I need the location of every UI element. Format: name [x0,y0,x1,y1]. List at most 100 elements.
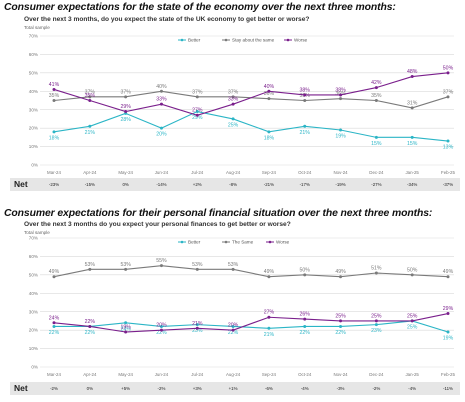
data-label-same: 37% [228,89,239,95]
data-label-better: 21% [85,130,96,136]
data-label-worse: 25% [335,313,346,319]
y-tick-label: 50% [29,272,38,277]
net-value: -4% [300,386,309,391]
data-point-same [88,267,92,271]
data-point-worse [231,102,235,106]
data-point-same [88,95,92,99]
x-tick-label: Jun-24 [155,170,169,175]
data-point-worse [88,99,92,102]
data-label-same: 51% [371,266,382,272]
data-point-same [267,97,271,101]
net-value: -34% [407,182,418,187]
data-point-same [339,97,343,101]
data-label-better: 23% [192,328,203,334]
data-label-worse: 20% [156,323,167,329]
data-point-worse [267,89,271,93]
legend-marker-same [224,240,228,244]
data-point-same [195,95,199,99]
data-label-better: 15% [371,141,382,147]
x-tick-label: Apr-24 [83,170,97,175]
data-label-same: 37% [192,89,203,95]
data-label-better: 22% [300,330,311,336]
net-value: +3% [192,386,202,391]
data-label-same: 49% [335,269,346,275]
data-label-better: 22% [335,330,346,336]
finances-line-chart: 0% 10% 20% 30% 40% 50% 60% 70% Mar-24 Apr-24 May-2… [29,236,456,377]
data-label-same: 53% [192,262,203,268]
data-label-same: 50% [407,267,418,273]
data-label-same: 49% [264,269,275,275]
y-tick-label: 40% [29,291,38,296]
chart-question: Over the next 3 months, do you expect th… [24,16,310,23]
data-label-same: 53% [120,262,131,268]
data-label-worse: 21% [192,321,203,327]
data-point-worse [124,330,128,334]
series-line-same [53,90,449,109]
data-point-better [410,135,414,139]
legend-label-better: Better [188,240,201,245]
data-label-worse: 29% [120,104,131,110]
data-point-same [446,95,450,99]
net-value: -11% [443,386,453,391]
data-point-better [339,324,343,328]
net-value: +2% [192,182,202,187]
data-point-better [374,135,378,139]
data-label-worse: 25% [371,313,382,319]
data-point-worse [374,319,378,323]
data-label-better: 19% [443,335,454,341]
series-line-better [54,320,449,333]
data-point-worse [303,317,307,321]
data-label-worse: 22% [85,319,96,325]
legend-marker-worse [286,38,290,42]
data-point-better [88,124,92,128]
net-value: -37% [442,182,454,187]
data-label-same: 50% [300,267,311,273]
data-point-same [52,275,56,279]
x-tick-label: May-24 [118,372,133,377]
net-value: -14% [156,182,167,187]
data-point-better [231,117,235,121]
x-tick-label: Sep-24 [262,170,277,175]
data-point-better [267,130,271,134]
data-point-same [303,99,307,102]
net-value: -6% [265,386,273,391]
data-label-better: 15% [407,141,418,147]
x-tick-label: Mar-24 [47,372,61,377]
x-tick-label: Apr-24 [83,372,97,377]
data-point-same [195,267,199,271]
data-point-same [124,267,128,271]
data-label-same: 55% [156,258,167,264]
x-tick-label: Oct-24 [298,170,312,175]
data-label-worse: 24% [49,315,60,321]
data-label-same: 53% [85,262,96,268]
data-point-better [195,323,199,327]
x-tick-label: Nov-24 [333,372,348,377]
y-tick-label: 40% [29,89,38,94]
data-label-same: 37% [85,89,96,95]
y-tick-label: 60% [29,52,38,57]
data-label-better: 22% [85,330,96,336]
net-value: 0% [122,182,129,187]
data-point-worse [52,87,56,91]
data-label-better: 22% [156,330,167,336]
legend-marker-same [224,38,228,42]
y-tick-label: 20% [29,328,38,333]
data-point-worse [195,326,199,330]
x-tick-label: Jul-24 [191,372,204,377]
data-label-better: 24% [120,326,131,332]
data-label-worse: 26% [300,312,311,318]
x-tick-label: Jul-24 [191,170,204,175]
y-tick-label: 20% [29,126,38,131]
legend-label-worse: Worse [294,38,308,43]
net-value: +1% [228,386,238,391]
data-label-worse: 27% [264,310,275,316]
y-tick-label: 70% [29,236,38,241]
y-tick-label: 10% [29,144,38,149]
data-label-same: 53% [228,262,239,268]
legend-label-same: Stay about the same [232,38,275,43]
net-value: -8% [229,182,237,187]
net-value: -3% [336,386,345,391]
net-value: -2% [50,386,58,391]
data-point-same [410,106,414,110]
data-point-same [410,273,414,277]
